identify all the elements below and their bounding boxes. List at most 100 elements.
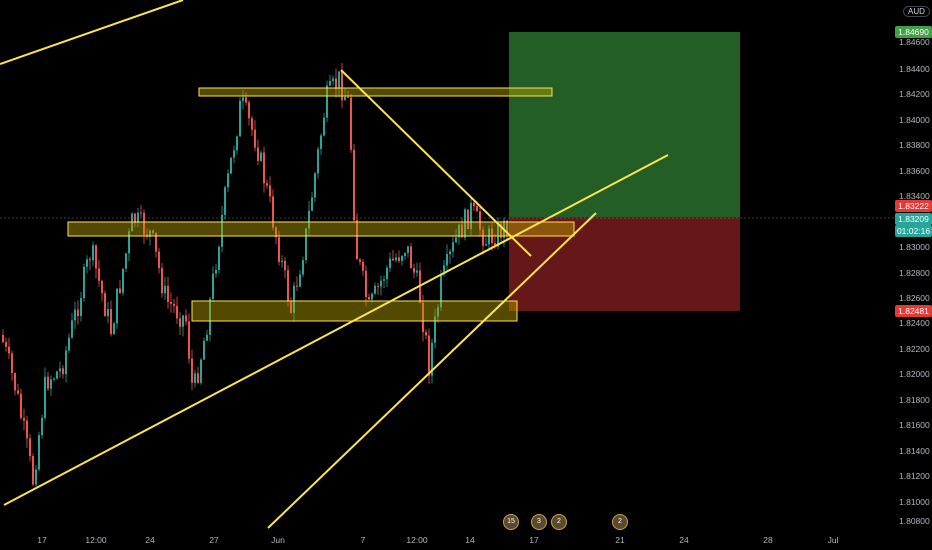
candle-body xyxy=(410,246,412,269)
candle-body xyxy=(302,260,304,275)
economic-event-marker[interactable]: 15 xyxy=(503,514,519,530)
candle-body xyxy=(443,265,445,275)
rising-trend-line[interactable] xyxy=(3,154,669,506)
candle-countdown: 01:02:16 xyxy=(895,225,932,237)
candle-body xyxy=(413,268,415,273)
candle-body xyxy=(440,274,442,308)
candle-body xyxy=(182,315,184,327)
price-scale[interactable]: AUD 1.84600 1.84400 1.84200 1.84000 1.83… xyxy=(895,0,932,550)
candle-body xyxy=(500,224,502,238)
candle-body xyxy=(173,303,175,306)
candle-body xyxy=(86,259,88,267)
candle-body xyxy=(17,390,19,394)
candle-body xyxy=(281,260,283,263)
price-tick: 1.82200 xyxy=(899,344,930,354)
price-tick: 1.84200 xyxy=(899,89,930,99)
candle-body xyxy=(230,157,232,174)
candle-body xyxy=(149,230,151,237)
candle-body xyxy=(341,71,343,101)
support-zone-bottom[interactable] xyxy=(191,300,518,322)
time-tick: 12:00 xyxy=(406,535,428,545)
price-tick: 1.83000 xyxy=(899,242,930,252)
candle-body xyxy=(506,220,508,236)
candle-body xyxy=(368,297,370,300)
candle-body xyxy=(497,224,499,247)
lower-trend-line[interactable] xyxy=(267,212,597,529)
candle-body xyxy=(53,378,55,380)
candle-body xyxy=(44,376,46,418)
candle-body xyxy=(215,270,217,274)
candle-body xyxy=(332,78,334,81)
candle-body xyxy=(101,280,103,294)
candle-body xyxy=(455,237,457,243)
candle-body xyxy=(50,379,52,389)
candle-body xyxy=(110,309,112,335)
candle-body xyxy=(236,136,238,151)
candle-body xyxy=(371,293,373,300)
economic-event-marker[interactable]: 2 xyxy=(551,514,567,530)
candle-body xyxy=(71,320,73,338)
candle-body xyxy=(473,202,475,207)
candle-body xyxy=(2,335,4,343)
candle-body xyxy=(143,212,145,235)
candle-body xyxy=(461,224,463,238)
candle-body xyxy=(125,253,127,269)
candle-body xyxy=(467,209,469,229)
currency-badge[interactable]: AUD xyxy=(903,6,930,17)
candle-body xyxy=(359,259,361,262)
price-tick: 1.82400 xyxy=(899,318,930,328)
top-left-trend-line[interactable] xyxy=(0,0,184,65)
profit-target-zone[interactable] xyxy=(509,32,740,217)
candle-body xyxy=(353,149,355,221)
candle-body xyxy=(293,285,295,313)
candle-body xyxy=(107,309,109,317)
time-tick: Jun xyxy=(271,535,285,545)
candle-body xyxy=(458,224,460,238)
price-tick: 1.82000 xyxy=(899,369,930,379)
candle-body xyxy=(329,80,331,86)
candle-body xyxy=(251,118,253,130)
candle-body xyxy=(257,147,259,161)
candle-body xyxy=(197,373,199,383)
candle-body xyxy=(260,152,262,161)
candle-body xyxy=(167,285,169,302)
price-tick: 1.81800 xyxy=(899,395,930,405)
stop-loss-zone[interactable] xyxy=(509,217,740,311)
candle-body xyxy=(212,273,214,299)
candle-body xyxy=(206,334,208,341)
candle-body xyxy=(494,243,496,247)
economic-event-marker[interactable]: 3 xyxy=(531,514,547,530)
candle-body xyxy=(113,323,115,335)
price-tick: 1.81600 xyxy=(899,420,930,430)
resistance-zone-top[interactable] xyxy=(198,87,553,97)
candle-body xyxy=(272,196,274,228)
candle-body xyxy=(266,183,268,186)
candle-body xyxy=(23,418,25,421)
falling-trend-line[interactable] xyxy=(340,69,532,257)
time-tick: 12:00 xyxy=(85,535,107,545)
candle-body xyxy=(311,197,313,211)
candle-body xyxy=(404,252,406,256)
economic-event-marker[interactable]: 2 xyxy=(612,514,628,530)
candle-body xyxy=(134,213,136,224)
candle-body xyxy=(347,96,349,98)
candle-body xyxy=(80,298,82,317)
price-tick: 1.81200 xyxy=(899,471,930,481)
pivot-zone-middle[interactable] xyxy=(67,221,575,237)
candle-body xyxy=(38,435,40,470)
candle-body xyxy=(176,305,178,319)
candle-body xyxy=(485,244,487,246)
candle-body xyxy=(299,274,301,287)
candle-body xyxy=(374,285,376,294)
candle-body xyxy=(476,206,478,212)
candle-body xyxy=(377,285,379,287)
time-tick: 17 xyxy=(529,535,539,545)
candle-body xyxy=(11,353,13,374)
candle-body xyxy=(116,288,118,324)
time-scale[interactable]: 17 12:00 24 27 Jun 7 12:00 14 17 21 24 2… xyxy=(0,528,895,550)
stop-price-tag: 1.82481 xyxy=(895,305,932,317)
candle-body xyxy=(35,469,37,485)
candle-body xyxy=(254,129,256,148)
price-tick: 1.83800 xyxy=(899,140,930,150)
